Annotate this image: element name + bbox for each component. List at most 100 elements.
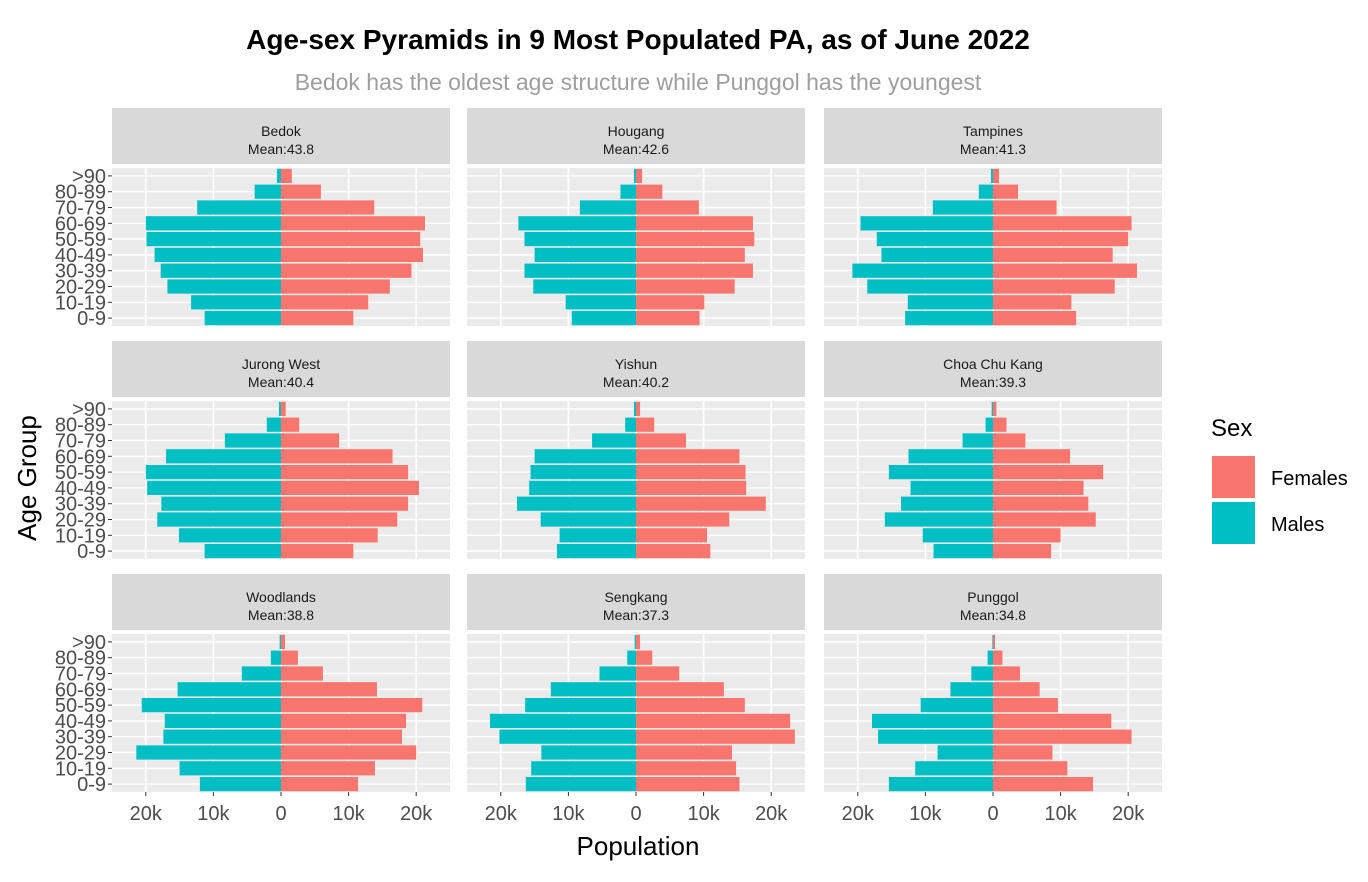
bar-females-30-39	[636, 263, 753, 278]
bar-males-70-79	[599, 666, 636, 681]
panel-choa-chu-kang: Choa Chu Kang Mean:39.3	[824, 341, 1162, 559]
legend-items: Females Males	[1212, 456, 1348, 544]
panel-strip	[467, 341, 805, 397]
y-tick-label: 20-29	[55, 510, 106, 532]
bar-males-60-69	[145, 216, 281, 231]
x-tick-label: 10k	[332, 803, 365, 825]
bar-females-30-39	[281, 729, 403, 744]
bar-females-90	[636, 634, 641, 650]
bar-females-70-79	[636, 200, 699, 215]
panel-mean-label: Mean:34.8	[960, 607, 1026, 623]
bar-females-0-9	[281, 543, 354, 559]
bar-males-20-29	[540, 512, 636, 527]
y-tick-label: 50-59	[55, 462, 106, 484]
bar-females-50-59	[993, 464, 1104, 480]
panel-mean-label: Mean:42.6	[603, 141, 669, 157]
bar-females-30-39	[993, 729, 1132, 744]
bar-females-0-9	[636, 776, 740, 792]
y-tick-label: 30-39	[55, 494, 106, 516]
bar-males-60-69	[177, 682, 281, 697]
bar-females-10-19	[993, 295, 1072, 310]
panel-strip	[112, 341, 450, 397]
panel-mean-label: Mean:39.3	[960, 374, 1026, 390]
bar-females-40-49	[281, 480, 419, 496]
legend: Sex Females Males	[1211, 415, 1348, 544]
bar-females-70-79	[993, 433, 1026, 448]
panel-strip	[824, 574, 1162, 630]
bar-males-30-39	[161, 496, 281, 511]
panel-mean-label: Mean:43.8	[248, 141, 314, 157]
panel-mean-label: Mean:41.3	[960, 141, 1026, 157]
bar-females-80-89	[993, 417, 1007, 432]
bar-males-90	[633, 401, 636, 417]
bar-females-30-39	[993, 496, 1089, 511]
bar-males-80-89	[627, 650, 636, 665]
legend-label-females: Females	[1271, 468, 1348, 490]
bar-females-50-59	[281, 231, 421, 247]
panel-title: Woodlands	[246, 589, 316, 605]
panel-strip	[467, 108, 805, 164]
y-tick-label: >90	[72, 632, 106, 654]
bar-females-40-49	[281, 713, 407, 729]
y-tick-label: 0-9	[77, 308, 106, 330]
bar-males-10-19	[915, 761, 993, 776]
y-tick-label: 20-29	[55, 277, 106, 299]
chart-title: Age-sex Pyramids in 9 Most Populated PA,…	[246, 24, 1030, 55]
bar-males-70-79	[579, 200, 636, 215]
bar-females-60-69	[281, 449, 393, 464]
panel-title: Punggol	[967, 589, 1018, 605]
bar-males-60-69	[518, 216, 636, 231]
bar-males-30-39	[517, 496, 636, 511]
bar-females-50-59	[993, 697, 1058, 713]
bar-females-70-79	[993, 666, 1021, 681]
bar-females-90	[636, 168, 643, 184]
bar-males-0-9	[525, 776, 636, 792]
y-tick-label: 30-39	[55, 727, 106, 749]
bar-females-90	[281, 401, 286, 417]
bar-females-60-69	[636, 682, 724, 697]
bar-males-0-9	[204, 543, 281, 559]
y-tick-label: 70-79	[55, 431, 106, 453]
bar-females-60-69	[636, 216, 753, 231]
x-axis-title: Population	[577, 831, 700, 861]
y-tick-label: 50-59	[55, 695, 106, 717]
panel-bedok: Bedok Mean:43.8 0-910-1920-2930-3940-4950-…	[55, 108, 450, 330]
bar-females-0-9	[281, 310, 354, 326]
bar-males-10-19	[907, 295, 993, 310]
bar-females-40-49	[993, 480, 1084, 496]
bar-males-10-19	[179, 761, 281, 776]
bar-males-20-29	[867, 279, 993, 294]
bar-females-30-39	[281, 263, 412, 278]
bar-females-90	[993, 634, 996, 650]
bar-females-20-29	[993, 279, 1115, 294]
bar-females-0-9	[281, 776, 359, 792]
y-axis-title: Age Group	[12, 415, 42, 541]
x-tick-label: 20k	[130, 803, 163, 825]
x-tick-label: 20k	[1112, 803, 1145, 825]
bar-females-30-39	[636, 729, 795, 744]
bar-females-20-29	[636, 279, 735, 294]
panel-title: Sengkang	[604, 589, 667, 605]
bar-males-10-19	[191, 295, 281, 310]
y-tick-label: 70-79	[55, 664, 106, 686]
bar-males-80-89	[270, 650, 281, 665]
bar-females-50-59	[636, 697, 745, 713]
bar-males-20-29	[157, 512, 281, 527]
bar-males-10-19	[531, 761, 636, 776]
panel-title: Choa Chu Kang	[943, 356, 1043, 372]
y-tick-label: 40-49	[55, 711, 106, 733]
bar-females-90	[281, 168, 292, 184]
panel-woodlands: Woodlands Mean:38.8 0-910-1920-2930-3940-4…	[55, 574, 450, 825]
bar-females-0-9	[993, 310, 1077, 326]
bar-males-0-9	[571, 310, 636, 326]
bar-males-80-89	[266, 417, 281, 432]
panel-mean-label: Mean:40.2	[603, 374, 669, 390]
x-tick-label: 10k	[687, 803, 720, 825]
bar-females-70-79	[281, 433, 340, 448]
x-tick-label: 10k	[909, 803, 942, 825]
bar-males-70-79	[932, 200, 993, 215]
bar-males-80-89	[987, 650, 993, 665]
legend-title: Sex	[1211, 415, 1252, 442]
bar-females-70-79	[636, 666, 680, 681]
y-tick-label: 60-69	[55, 213, 106, 235]
